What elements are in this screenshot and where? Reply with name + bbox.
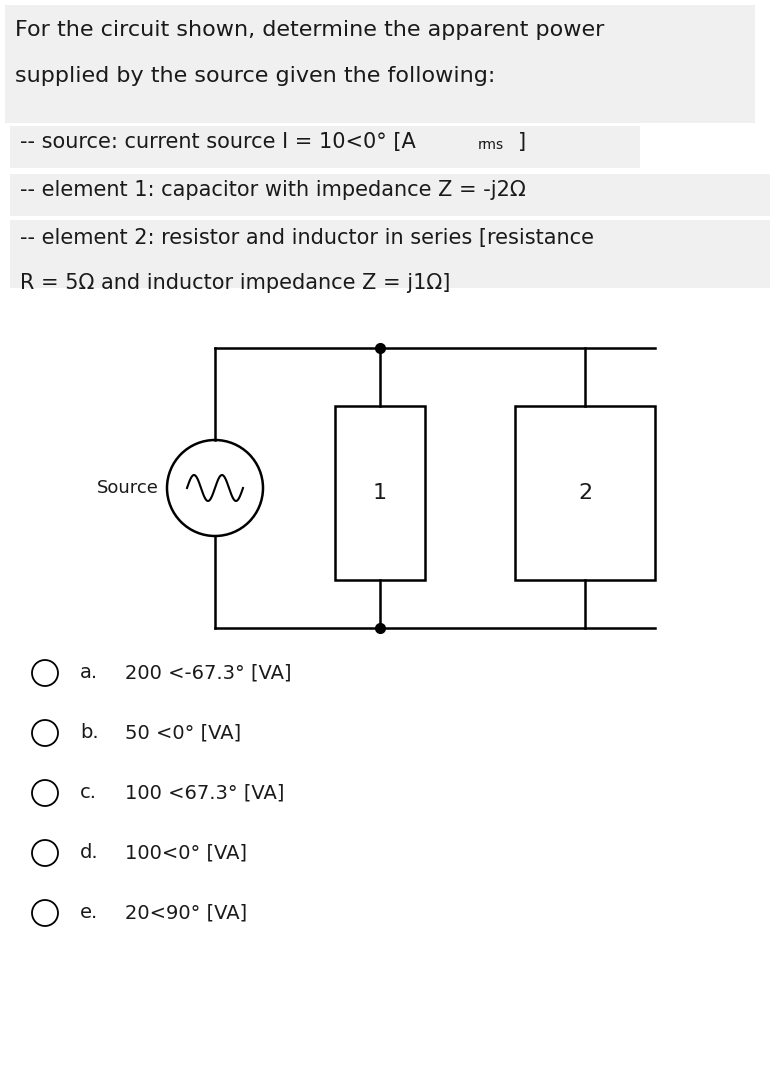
Text: For the circuit shown, determine the apparent power: For the circuit shown, determine the app… bbox=[15, 20, 604, 40]
Text: Source: Source bbox=[98, 479, 159, 497]
Text: -- source: current source I = 10<0° [A: -- source: current source I = 10<0° [A bbox=[20, 132, 416, 152]
Text: rms: rms bbox=[478, 138, 504, 152]
Text: 2: 2 bbox=[578, 483, 592, 503]
Text: 100 <67.3° [VA]: 100 <67.3° [VA] bbox=[125, 784, 285, 802]
Text: ]: ] bbox=[518, 132, 527, 152]
Text: 20<90° [VA]: 20<90° [VA] bbox=[125, 903, 247, 923]
FancyBboxPatch shape bbox=[10, 174, 770, 216]
Text: 100<0° [VA]: 100<0° [VA] bbox=[125, 843, 247, 862]
Bar bbox=[335, 406, 425, 580]
Bar bbox=[515, 406, 655, 580]
Text: -- element 2: resistor and inductor in series [resistance: -- element 2: resistor and inductor in s… bbox=[20, 229, 594, 248]
FancyBboxPatch shape bbox=[10, 220, 770, 288]
Text: a.: a. bbox=[80, 663, 98, 682]
FancyBboxPatch shape bbox=[5, 5, 755, 123]
Text: c.: c. bbox=[80, 784, 97, 802]
Text: b.: b. bbox=[80, 723, 98, 743]
Text: e.: e. bbox=[80, 903, 98, 923]
FancyBboxPatch shape bbox=[10, 126, 640, 168]
Text: 50 <0° [VA]: 50 <0° [VA] bbox=[125, 723, 241, 743]
Text: supplied by the source given the following:: supplied by the source given the followi… bbox=[15, 66, 495, 86]
Text: -- element 1: capacitor with impedance Z = -j2Ω: -- element 1: capacitor with impedance Z… bbox=[20, 180, 526, 201]
Text: d.: d. bbox=[80, 843, 98, 862]
Text: 1: 1 bbox=[373, 483, 387, 503]
Text: 200 <-67.3° [VA]: 200 <-67.3° [VA] bbox=[125, 663, 292, 682]
Text: R = 5Ω and inductor impedance Z = j1Ω]: R = 5Ω and inductor impedance Z = j1Ω] bbox=[20, 273, 450, 293]
